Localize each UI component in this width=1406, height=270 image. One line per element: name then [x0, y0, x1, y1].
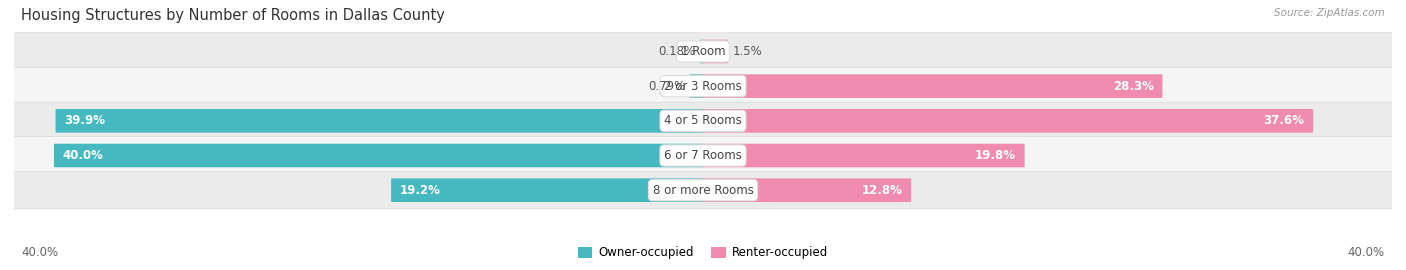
Text: 1.5%: 1.5%: [733, 45, 762, 58]
Text: 12.8%: 12.8%: [862, 184, 903, 197]
FancyBboxPatch shape: [391, 178, 703, 202]
Text: 0.79%: 0.79%: [648, 80, 685, 93]
Text: 0.18%: 0.18%: [658, 45, 695, 58]
FancyBboxPatch shape: [689, 74, 703, 98]
FancyBboxPatch shape: [703, 74, 1163, 98]
FancyBboxPatch shape: [699, 40, 703, 63]
Text: 19.2%: 19.2%: [399, 184, 440, 197]
Text: 6 or 7 Rooms: 6 or 7 Rooms: [664, 149, 742, 162]
Text: 19.8%: 19.8%: [974, 149, 1017, 162]
Text: 40.0%: 40.0%: [21, 246, 58, 259]
FancyBboxPatch shape: [703, 178, 911, 202]
FancyBboxPatch shape: [13, 68, 1393, 105]
FancyBboxPatch shape: [56, 109, 703, 133]
Text: 40.0%: 40.0%: [1348, 246, 1385, 259]
FancyBboxPatch shape: [13, 171, 1393, 209]
FancyBboxPatch shape: [13, 137, 1393, 174]
FancyBboxPatch shape: [703, 40, 728, 63]
Legend: Owner-occupied, Renter-occupied: Owner-occupied, Renter-occupied: [574, 242, 832, 264]
Text: 1 Room: 1 Room: [681, 45, 725, 58]
Text: Housing Structures by Number of Rooms in Dallas County: Housing Structures by Number of Rooms in…: [21, 8, 444, 23]
FancyBboxPatch shape: [53, 144, 703, 167]
Text: 2 or 3 Rooms: 2 or 3 Rooms: [664, 80, 742, 93]
Text: Source: ZipAtlas.com: Source: ZipAtlas.com: [1274, 8, 1385, 18]
FancyBboxPatch shape: [703, 144, 1025, 167]
FancyBboxPatch shape: [13, 33, 1393, 70]
Text: 39.9%: 39.9%: [65, 114, 105, 127]
FancyBboxPatch shape: [703, 109, 1313, 133]
Text: 40.0%: 40.0%: [63, 149, 104, 162]
Text: 4 or 5 Rooms: 4 or 5 Rooms: [664, 114, 742, 127]
Text: 37.6%: 37.6%: [1264, 114, 1305, 127]
Text: 8 or more Rooms: 8 or more Rooms: [652, 184, 754, 197]
Text: 28.3%: 28.3%: [1112, 80, 1154, 93]
FancyBboxPatch shape: [13, 102, 1393, 140]
